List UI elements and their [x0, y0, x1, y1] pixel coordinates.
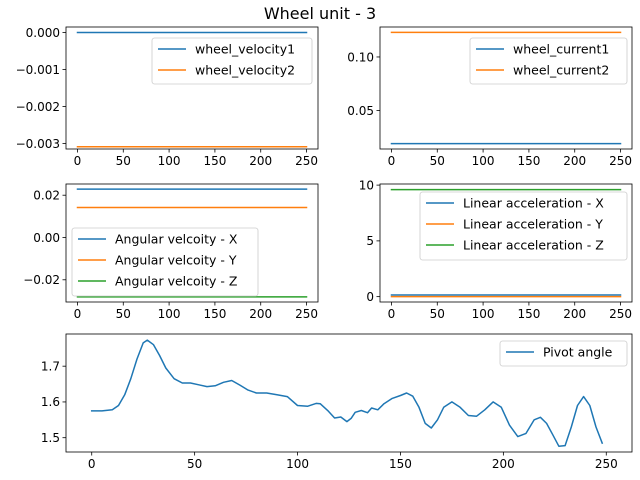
legend-label: Pivot angle	[543, 345, 613, 360]
legend: wheel_current1 wheel_current2	[469, 37, 628, 85]
legend-label: Linear acceleration - X	[463, 196, 604, 211]
y-tick-label: 0.02	[33, 189, 60, 203]
x-tick-label: 50	[430, 154, 445, 168]
y-tick-label: −0.02	[23, 273, 60, 287]
panel-pivot-angle: 0 50 100 150 200 250 1.5 1.6 1.7 Pivot angle	[41, 333, 633, 471]
legend-label: wheel_current1	[513, 42, 609, 57]
x-tick-label: 200	[249, 154, 272, 168]
y-tick-label: 1.5	[41, 431, 60, 445]
legend-box	[499, 340, 628, 367]
x-tick-label: 100	[472, 154, 495, 168]
x-tick-label: 100	[158, 154, 181, 168]
panel-wheel-velocity: 0 50 100 150 200 250 0.000 −0.001 −0.002 −0.003 wh…	[16, 26, 319, 168]
x-tick-label: 150	[517, 307, 540, 321]
legend-label: Linear acceleration - Z	[463, 238, 604, 253]
x-tick-label: 0	[88, 457, 96, 471]
panel-linear-acceleration: 0 50 100 150 200 250 0 5 10 Linear acceleration -…	[359, 178, 633, 321]
series-line-0	[90, 339, 604, 448]
y-tick-label: 5	[366, 234, 374, 248]
panel-angular-velocity: 0 50 100 150 200 250 0.02 0.00 −0.02 Angular velc…	[23, 183, 319, 321]
y-tick-label: 0.05	[347, 104, 374, 118]
x-tick-label: 0	[388, 307, 396, 321]
x-tick-label: 50	[116, 307, 131, 321]
x-tick-label: 250	[609, 154, 632, 168]
x-tick-label: 100	[472, 307, 495, 321]
legend-box	[71, 227, 259, 297]
legend-label: wheel_current2	[513, 63, 609, 78]
x-tick-label: 150	[389, 457, 412, 471]
y-tick-label: −0.003	[16, 137, 60, 151]
axes-frame	[379, 26, 633, 150]
x-tick-label: 0	[388, 154, 396, 168]
figure-title: Wheel unit - 3	[264, 4, 376, 23]
y-tick-label: 1.6	[41, 395, 60, 409]
y-tick-label: 0	[366, 290, 374, 304]
axes-frame	[65, 183, 319, 303]
x-tick-label: 250	[295, 154, 318, 168]
x-tick-label: 50	[430, 307, 445, 321]
y-tick-label: 1.7	[41, 359, 60, 373]
legend-label: Angular velcoity - Y	[115, 253, 237, 268]
legend-label: Linear acceleration - Y	[463, 217, 603, 232]
x-tick-label: 150	[517, 154, 540, 168]
y-tick-label: 0.10	[347, 50, 374, 64]
x-tick-label: 100	[158, 307, 181, 321]
legend-box	[419, 191, 628, 261]
x-tick-label: 250	[595, 457, 618, 471]
legend-label: Angular velcoity - Z	[115, 274, 237, 289]
x-tick-label: 200	[563, 154, 586, 168]
axes-frame	[65, 333, 633, 453]
legend: Linear acceleration - X Linear accelerati…	[419, 191, 628, 261]
y-tick-label: 10	[359, 178, 374, 192]
legend-label: Angular velcoity - X	[115, 232, 238, 247]
x-tick-label: 250	[295, 307, 318, 321]
x-tick-label: 200	[563, 307, 586, 321]
x-tick-label: 50	[187, 457, 202, 471]
x-tick-label: 200	[249, 307, 272, 321]
x-tick-label: 100	[286, 457, 309, 471]
axes-frame	[65, 26, 319, 150]
x-tick-label: 0	[74, 307, 82, 321]
x-tick-label: 150	[203, 154, 226, 168]
legend-box	[469, 37, 628, 85]
x-tick-label: 200	[492, 457, 515, 471]
legend-label: wheel_velocity2	[195, 63, 295, 78]
legend-label: wheel_velocity1	[195, 42, 295, 57]
x-tick-label: 0	[74, 154, 82, 168]
x-tick-label: 250	[609, 307, 632, 321]
axes-frame	[379, 183, 633, 303]
x-tick-label: 150	[203, 307, 226, 321]
legend: Angular velcoity - X Angular velcoity - Y…	[71, 227, 259, 297]
legend: wheel_velocity1 wheel_velocity2	[151, 37, 313, 85]
y-tick-label: 0.00	[33, 231, 60, 245]
x-tick-label: 50	[116, 154, 131, 168]
panel-wheel-current: 0 50 100 150 200 2500.050.10wheel_current1whe…	[347, 26, 633, 168]
y-tick-label: −0.002	[16, 100, 60, 114]
y-tick-label: −0.001	[16, 63, 60, 77]
legend-box	[151, 37, 313, 85]
y-tick-label: 0.000	[26, 26, 60, 40]
legend: Pivot angle	[499, 340, 628, 367]
